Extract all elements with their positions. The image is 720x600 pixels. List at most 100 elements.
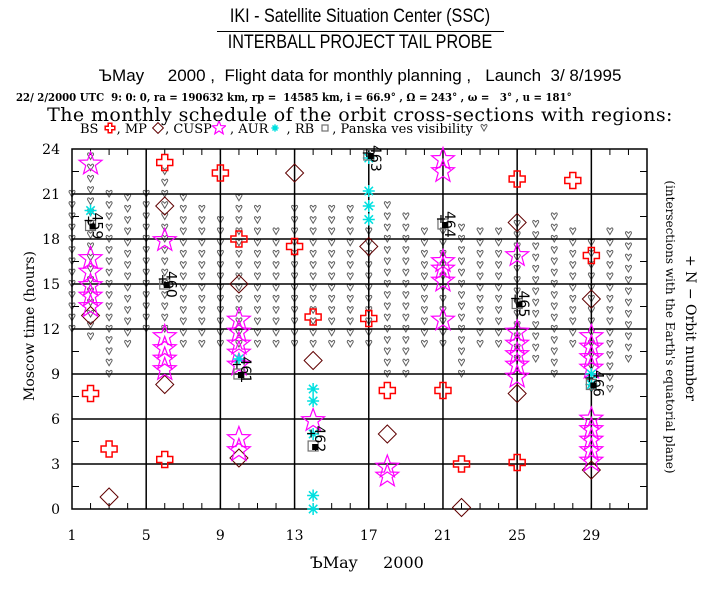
visibility-mark xyxy=(532,354,540,363)
visibility-mark xyxy=(402,268,410,277)
mp-marker xyxy=(155,196,175,216)
aur-marker xyxy=(362,200,375,212)
mp-marker xyxy=(451,497,472,518)
visibility-mark xyxy=(161,291,169,300)
visibility-mark xyxy=(124,294,132,303)
aur-marker xyxy=(307,383,320,395)
y-tick-label: 6 xyxy=(51,412,60,428)
bs-marker xyxy=(211,164,230,182)
visibility-mark xyxy=(68,279,76,288)
visibility-mark xyxy=(328,294,336,303)
visibility-mark xyxy=(179,216,187,225)
x-tick-label: 17 xyxy=(360,528,378,544)
visibility-mark xyxy=(272,227,280,236)
visibility-mark xyxy=(532,276,540,285)
visibility-mark xyxy=(365,317,373,326)
visibility-mark xyxy=(272,317,280,326)
visibility-mark xyxy=(272,261,280,270)
visibility-mark xyxy=(272,238,280,247)
visibility-mark xyxy=(105,212,113,221)
visibility-mark xyxy=(532,321,540,330)
visibility-mark xyxy=(142,257,150,266)
visibility-mark xyxy=(216,261,224,270)
visibility-mark xyxy=(346,238,354,247)
cusp-marker xyxy=(374,462,401,488)
visibility-mark xyxy=(383,257,391,266)
visibility-mark xyxy=(624,321,632,330)
y-tick-label: 18 xyxy=(42,232,60,248)
legend-label: , MP xyxy=(116,122,152,137)
legend-heart-symbol xyxy=(480,123,488,132)
legend-asterisk-symbol xyxy=(271,124,280,132)
visibility-mark xyxy=(346,317,354,326)
orbit-number-label: 463 xyxy=(367,145,383,172)
visibility-mark xyxy=(142,212,150,221)
visibility-mark xyxy=(476,339,484,348)
cusp-marker xyxy=(300,406,327,432)
visibility-mark xyxy=(105,313,113,322)
visibility-mark xyxy=(68,257,76,266)
visibility-mark xyxy=(142,189,150,198)
visibility-mark xyxy=(105,336,113,345)
orbit-number-label: 459 xyxy=(89,213,105,240)
cusp-marker xyxy=(151,345,178,371)
bs-marker xyxy=(155,450,174,469)
visibility-mark xyxy=(476,249,484,258)
visibility-mark xyxy=(161,189,169,198)
visibility-mark xyxy=(495,249,503,258)
visibility-mark xyxy=(105,302,113,311)
visibility-mark xyxy=(624,287,632,296)
visibility-mark xyxy=(346,249,354,258)
visibility-mark xyxy=(68,223,76,232)
visibility-mark xyxy=(142,313,150,322)
visibility-mark xyxy=(550,291,558,300)
orbit-node-marker xyxy=(158,275,167,283)
grid xyxy=(72,149,647,509)
visibility-mark xyxy=(253,317,261,326)
visibility-mark xyxy=(532,298,540,307)
visibility-mark xyxy=(383,302,391,311)
cusp-marker xyxy=(429,267,457,293)
visibility-mark xyxy=(495,261,503,270)
visibility-mark xyxy=(105,324,113,333)
orbit-node-marker xyxy=(232,360,241,369)
orbit-number-label: 462 xyxy=(311,426,327,453)
visibility-mark xyxy=(420,328,428,337)
visibility-mark xyxy=(402,369,410,378)
right-axis-sublabel: (intersections with the Earth's equatori… xyxy=(663,180,677,474)
visibility-mark xyxy=(346,339,354,348)
visibility-mark xyxy=(235,193,243,202)
visibility-mark xyxy=(161,223,169,232)
visibility-mark xyxy=(606,249,614,258)
visibility-mark xyxy=(476,306,484,315)
mp-marker xyxy=(99,487,119,507)
visibility-mark xyxy=(365,227,373,236)
title-flight-data: ЪMay 2000 , Flight data for monthly plan… xyxy=(98,66,622,85)
visibility-mark xyxy=(272,249,280,258)
cusp-marker xyxy=(225,330,252,356)
visibility-mark xyxy=(550,212,558,221)
visibility-mark xyxy=(253,238,261,247)
visibility-mark xyxy=(161,257,169,266)
visibility-mark xyxy=(161,268,169,277)
visibility-mark xyxy=(124,328,132,337)
visibility-mark xyxy=(458,279,466,288)
visibility-marks xyxy=(68,152,632,393)
orbit-number-label: 465 xyxy=(515,291,531,318)
visibility-mark xyxy=(179,328,187,337)
visibility-mark xyxy=(402,246,410,255)
cusp-marker xyxy=(429,306,457,332)
visibility-mark xyxy=(198,227,206,236)
visibility-mark xyxy=(439,317,447,326)
x-tick-label: 25 xyxy=(508,528,526,544)
visibility-mark xyxy=(68,313,76,322)
visibility-mark xyxy=(68,201,76,210)
aur-marker xyxy=(307,395,320,407)
visibility-mark xyxy=(235,227,243,236)
cusp-marker xyxy=(578,447,605,473)
visibility-mark xyxy=(402,234,410,243)
cusp-marker xyxy=(77,271,104,297)
visibility-mark xyxy=(383,279,391,288)
visibility-mark xyxy=(606,373,614,382)
visibility-mark xyxy=(458,302,466,311)
